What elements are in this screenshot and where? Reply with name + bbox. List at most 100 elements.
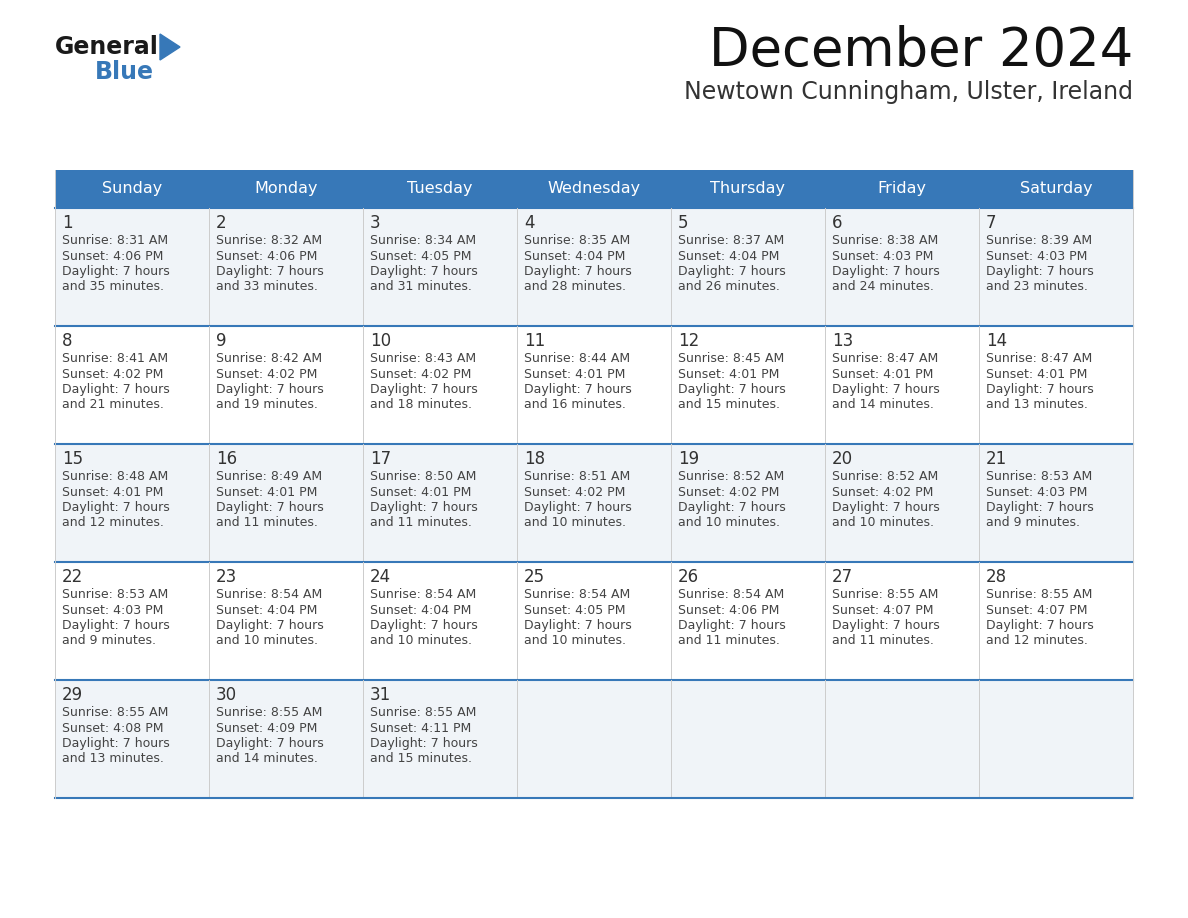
Text: Sunrise: 8:38 AM: Sunrise: 8:38 AM xyxy=(832,234,939,247)
Text: and 28 minutes.: and 28 minutes. xyxy=(524,281,626,294)
Text: Tuesday: Tuesday xyxy=(407,182,473,196)
Text: Saturday: Saturday xyxy=(1019,182,1092,196)
Text: and 13 minutes.: and 13 minutes. xyxy=(986,398,1088,411)
Text: 19: 19 xyxy=(678,450,699,468)
Text: Daylight: 7 hours: Daylight: 7 hours xyxy=(524,619,632,632)
Text: 26: 26 xyxy=(678,568,699,586)
Text: and 23 minutes.: and 23 minutes. xyxy=(986,281,1088,294)
Text: and 14 minutes.: and 14 minutes. xyxy=(832,398,934,411)
Text: Sunset: 4:02 PM: Sunset: 4:02 PM xyxy=(524,486,625,498)
Text: 11: 11 xyxy=(524,332,545,350)
Text: 29: 29 xyxy=(62,686,83,704)
Text: Daylight: 7 hours: Daylight: 7 hours xyxy=(216,265,324,278)
Text: Friday: Friday xyxy=(878,182,927,196)
Text: Sunrise: 8:44 AM: Sunrise: 8:44 AM xyxy=(524,352,630,365)
Text: and 12 minutes.: and 12 minutes. xyxy=(986,634,1088,647)
Bar xyxy=(55,680,1133,798)
Text: Daylight: 7 hours: Daylight: 7 hours xyxy=(216,383,324,396)
Text: Daylight: 7 hours: Daylight: 7 hours xyxy=(216,737,324,750)
Text: Thursday: Thursday xyxy=(710,182,785,196)
Text: Sunset: 4:06 PM: Sunset: 4:06 PM xyxy=(678,603,779,617)
Text: and 14 minutes.: and 14 minutes. xyxy=(216,753,318,766)
Text: 18: 18 xyxy=(524,450,545,468)
Text: Sunrise: 8:55 AM: Sunrise: 8:55 AM xyxy=(216,706,322,719)
Text: Sunset: 4:02 PM: Sunset: 4:02 PM xyxy=(62,367,164,380)
Text: Sunset: 4:04 PM: Sunset: 4:04 PM xyxy=(524,250,625,263)
Text: Sunset: 4:01 PM: Sunset: 4:01 PM xyxy=(678,367,779,380)
Text: Sunrise: 8:53 AM: Sunrise: 8:53 AM xyxy=(986,470,1092,483)
Text: Sunrise: 8:42 AM: Sunrise: 8:42 AM xyxy=(216,352,322,365)
Text: Sunrise: 8:34 AM: Sunrise: 8:34 AM xyxy=(369,234,476,247)
Text: Daylight: 7 hours: Daylight: 7 hours xyxy=(369,383,478,396)
Text: and 11 minutes.: and 11 minutes. xyxy=(832,634,934,647)
Text: Sunset: 4:01 PM: Sunset: 4:01 PM xyxy=(216,486,317,498)
Text: Daylight: 7 hours: Daylight: 7 hours xyxy=(216,619,324,632)
Text: and 35 minutes.: and 35 minutes. xyxy=(62,281,164,294)
Text: Daylight: 7 hours: Daylight: 7 hours xyxy=(369,737,478,750)
Text: 1: 1 xyxy=(62,214,72,232)
Text: Daylight: 7 hours: Daylight: 7 hours xyxy=(524,383,632,396)
Text: General: General xyxy=(55,35,159,59)
Text: Sunrise: 8:54 AM: Sunrise: 8:54 AM xyxy=(369,588,476,601)
Text: Sunrise: 8:45 AM: Sunrise: 8:45 AM xyxy=(678,352,784,365)
Text: Sunrise: 8:52 AM: Sunrise: 8:52 AM xyxy=(832,470,939,483)
Text: Daylight: 7 hours: Daylight: 7 hours xyxy=(678,383,785,396)
Text: Daylight: 7 hours: Daylight: 7 hours xyxy=(832,265,940,278)
Text: and 18 minutes.: and 18 minutes. xyxy=(369,398,472,411)
Text: Daylight: 7 hours: Daylight: 7 hours xyxy=(832,619,940,632)
Text: Sunset: 4:08 PM: Sunset: 4:08 PM xyxy=(62,722,164,734)
Text: and 10 minutes.: and 10 minutes. xyxy=(524,517,626,530)
Text: Sunrise: 8:48 AM: Sunrise: 8:48 AM xyxy=(62,470,169,483)
Text: 30: 30 xyxy=(216,686,238,704)
Text: Sunset: 4:04 PM: Sunset: 4:04 PM xyxy=(369,603,472,617)
Text: Sunday: Sunday xyxy=(102,182,162,196)
Text: Sunrise: 8:51 AM: Sunrise: 8:51 AM xyxy=(524,470,631,483)
Text: and 10 minutes.: and 10 minutes. xyxy=(216,634,318,647)
Text: 13: 13 xyxy=(832,332,853,350)
Text: Sunrise: 8:55 AM: Sunrise: 8:55 AM xyxy=(62,706,169,719)
Text: Sunset: 4:11 PM: Sunset: 4:11 PM xyxy=(369,722,472,734)
Bar xyxy=(55,444,1133,562)
Text: Sunrise: 8:55 AM: Sunrise: 8:55 AM xyxy=(369,706,476,719)
Text: Sunrise: 8:31 AM: Sunrise: 8:31 AM xyxy=(62,234,169,247)
Text: and 13 minutes.: and 13 minutes. xyxy=(62,753,164,766)
Text: Sunrise: 8:35 AM: Sunrise: 8:35 AM xyxy=(524,234,631,247)
Text: Daylight: 7 hours: Daylight: 7 hours xyxy=(62,619,170,632)
Bar xyxy=(55,170,1133,208)
Text: and 11 minutes.: and 11 minutes. xyxy=(369,517,472,530)
Text: Newtown Cunningham, Ulster, Ireland: Newtown Cunningham, Ulster, Ireland xyxy=(684,80,1133,104)
Text: Daylight: 7 hours: Daylight: 7 hours xyxy=(369,619,478,632)
Text: and 11 minutes.: and 11 minutes. xyxy=(678,634,779,647)
Text: Sunset: 4:03 PM: Sunset: 4:03 PM xyxy=(62,603,164,617)
Text: 6: 6 xyxy=(832,214,842,232)
Bar xyxy=(55,208,1133,326)
Text: Sunrise: 8:54 AM: Sunrise: 8:54 AM xyxy=(678,588,784,601)
Text: and 9 minutes.: and 9 minutes. xyxy=(986,517,1080,530)
Text: Sunset: 4:01 PM: Sunset: 4:01 PM xyxy=(986,367,1087,380)
Text: Daylight: 7 hours: Daylight: 7 hours xyxy=(216,501,324,514)
Text: Wednesday: Wednesday xyxy=(548,182,640,196)
Text: Daylight: 7 hours: Daylight: 7 hours xyxy=(524,265,632,278)
Text: and 9 minutes.: and 9 minutes. xyxy=(62,634,156,647)
Text: Sunrise: 8:47 AM: Sunrise: 8:47 AM xyxy=(986,352,1092,365)
Text: and 16 minutes.: and 16 minutes. xyxy=(524,398,626,411)
Text: Sunset: 4:04 PM: Sunset: 4:04 PM xyxy=(216,603,317,617)
Text: 22: 22 xyxy=(62,568,83,586)
Text: Sunset: 4:01 PM: Sunset: 4:01 PM xyxy=(62,486,164,498)
Text: and 10 minutes.: and 10 minutes. xyxy=(524,634,626,647)
Text: Sunset: 4:01 PM: Sunset: 4:01 PM xyxy=(524,367,625,380)
Text: Daylight: 7 hours: Daylight: 7 hours xyxy=(986,383,1094,396)
Text: 10: 10 xyxy=(369,332,391,350)
Text: Daylight: 7 hours: Daylight: 7 hours xyxy=(986,265,1094,278)
Text: Daylight: 7 hours: Daylight: 7 hours xyxy=(62,265,170,278)
Text: and 10 minutes.: and 10 minutes. xyxy=(678,517,781,530)
Text: Sunrise: 8:32 AM: Sunrise: 8:32 AM xyxy=(216,234,322,247)
Text: 15: 15 xyxy=(62,450,83,468)
Text: Sunrise: 8:55 AM: Sunrise: 8:55 AM xyxy=(832,588,939,601)
Text: Sunset: 4:06 PM: Sunset: 4:06 PM xyxy=(216,250,317,263)
Text: and 31 minutes.: and 31 minutes. xyxy=(369,281,472,294)
Text: Daylight: 7 hours: Daylight: 7 hours xyxy=(986,619,1094,632)
Text: Sunrise: 8:50 AM: Sunrise: 8:50 AM xyxy=(369,470,476,483)
Text: and 24 minutes.: and 24 minutes. xyxy=(832,281,934,294)
Text: 27: 27 xyxy=(832,568,853,586)
